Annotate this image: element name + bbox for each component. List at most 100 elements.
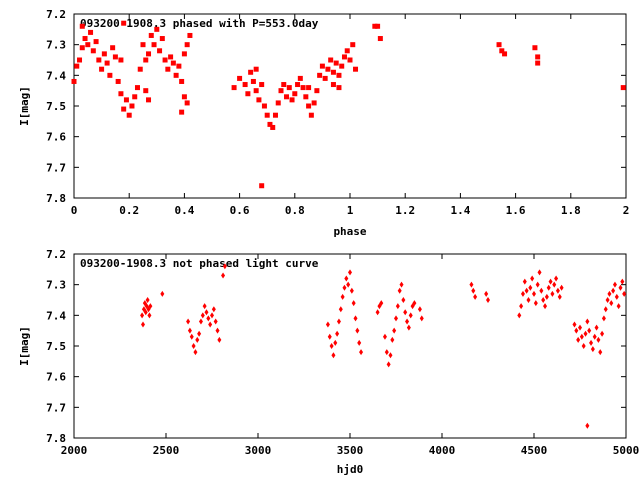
data-point bbox=[530, 275, 535, 282]
data-point bbox=[336, 85, 342, 91]
data-point bbox=[382, 333, 387, 340]
y-tick-label: 7.3 bbox=[46, 39, 66, 52]
data-point bbox=[281, 82, 287, 88]
data-point bbox=[524, 287, 529, 294]
data-point bbox=[325, 66, 331, 72]
data-point bbox=[115, 78, 121, 84]
data-point bbox=[264, 112, 270, 118]
data-point bbox=[286, 85, 292, 91]
data-point bbox=[121, 106, 127, 112]
x-tick-label: 2500 bbox=[153, 444, 180, 457]
data-point bbox=[390, 336, 395, 343]
data-point bbox=[555, 287, 560, 294]
data-point bbox=[535, 54, 541, 60]
x-tick-label: 1.6 bbox=[506, 204, 526, 217]
data-point bbox=[160, 290, 165, 297]
data-point bbox=[543, 303, 548, 310]
data-point bbox=[179, 78, 185, 84]
data-point bbox=[146, 97, 152, 103]
data-point bbox=[132, 94, 138, 100]
data-point bbox=[552, 281, 557, 288]
data-point bbox=[375, 309, 380, 316]
data-point bbox=[379, 300, 384, 307]
data-point bbox=[341, 54, 347, 60]
data-point bbox=[377, 36, 383, 42]
data-point bbox=[346, 281, 351, 288]
x-tick-label: 1.4 bbox=[450, 204, 470, 217]
data-point bbox=[405, 318, 410, 325]
data-point bbox=[583, 330, 588, 337]
data-point bbox=[395, 303, 400, 310]
plot-title: 093200-1908.3 not phased light curve bbox=[80, 257, 319, 270]
data-point bbox=[533, 300, 538, 307]
data-point bbox=[502, 51, 508, 57]
data-point bbox=[85, 42, 91, 48]
data-point bbox=[118, 57, 124, 63]
data-point bbox=[145, 297, 150, 303]
data-point bbox=[592, 333, 597, 340]
data-point bbox=[137, 66, 143, 72]
data-point bbox=[141, 321, 145, 328]
data-point bbox=[419, 315, 424, 322]
x-tick-label: 4500 bbox=[521, 444, 548, 457]
data-point bbox=[143, 88, 149, 94]
data-point bbox=[609, 300, 614, 307]
x-tick-label: 4000 bbox=[429, 444, 456, 457]
data-point bbox=[222, 263, 227, 270]
data-point bbox=[179, 109, 185, 115]
data-point bbox=[384, 349, 389, 356]
y-tick-label: 7.5 bbox=[46, 340, 66, 353]
data-point bbox=[126, 112, 132, 118]
data-point bbox=[162, 57, 168, 63]
data-point bbox=[585, 318, 590, 325]
data-point bbox=[333, 339, 338, 346]
data-point bbox=[306, 103, 312, 109]
data-point bbox=[344, 48, 350, 54]
y-tick-label: 7.4 bbox=[46, 69, 66, 82]
data-point bbox=[300, 85, 306, 91]
data-point bbox=[79, 45, 85, 51]
data-point bbox=[335, 330, 340, 337]
data-point bbox=[272, 112, 278, 118]
data-point bbox=[99, 66, 105, 72]
data-point bbox=[211, 306, 216, 313]
data-point bbox=[605, 297, 610, 303]
x-tick-label: 1.8 bbox=[561, 204, 581, 217]
data-point bbox=[408, 312, 413, 319]
data-point bbox=[200, 312, 205, 319]
data-point bbox=[496, 42, 502, 48]
data-point bbox=[559, 284, 564, 291]
data-point bbox=[469, 281, 474, 288]
plot-frame bbox=[73, 13, 627, 199]
data-point bbox=[520, 290, 525, 297]
data-point bbox=[82, 36, 88, 42]
data-point bbox=[197, 330, 202, 337]
data-point bbox=[526, 297, 531, 303]
data-point bbox=[306, 85, 312, 91]
data-point bbox=[314, 88, 320, 94]
data-point bbox=[79, 23, 85, 29]
data-point bbox=[532, 45, 538, 51]
data-point bbox=[140, 42, 146, 48]
data-point bbox=[121, 20, 127, 26]
x-tick-label: 0.2 bbox=[119, 204, 139, 217]
data-point bbox=[170, 60, 176, 66]
data-point bbox=[412, 300, 417, 307]
y-tick-label: 7.8 bbox=[46, 192, 66, 205]
data-point bbox=[585, 422, 590, 429]
plot-frame bbox=[73, 253, 627, 439]
data-point bbox=[612, 281, 617, 288]
data-point bbox=[598, 349, 603, 356]
data-point bbox=[406, 324, 411, 331]
data-point bbox=[147, 312, 152, 319]
data-point bbox=[589, 339, 594, 346]
data-point bbox=[267, 121, 273, 127]
data-point bbox=[221, 272, 226, 279]
y-tick-label: 7.8 bbox=[46, 432, 66, 445]
x-tick-label: 0.4 bbox=[174, 204, 194, 217]
data-point bbox=[607, 290, 612, 297]
data-point bbox=[90, 48, 96, 54]
data-point bbox=[576, 336, 581, 343]
data-point bbox=[129, 103, 135, 109]
